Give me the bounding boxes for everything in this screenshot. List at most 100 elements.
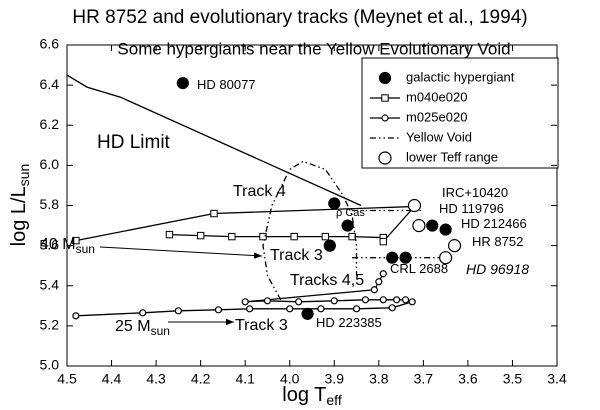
x-tick-label: 3.4	[547, 371, 567, 387]
point	[408, 298, 416, 306]
x-tick-label: 3.5	[503, 371, 523, 387]
y-tick-label: 5.8	[40, 196, 60, 212]
point	[246, 305, 254, 313]
y-tick-label: 6.0	[40, 156, 60, 172]
annotation-text: Track 3	[270, 247, 323, 264]
point	[407, 198, 422, 213]
y-axis-label-main: log L/L	[8, 186, 30, 246]
legend-label: galactic hypergiant	[406, 69, 515, 84]
x-tick-label: 4.2	[191, 371, 211, 387]
annotation-text: HD 80077	[197, 77, 256, 92]
point	[379, 270, 387, 278]
point	[72, 312, 80, 320]
annotation-sub: sun	[76, 242, 95, 256]
x-tick-label: 4.0	[280, 371, 300, 387]
annotation-sub: sun	[151, 324, 170, 338]
annotation-text: IRC+10420	[442, 185, 508, 200]
arrow	[99, 246, 263, 259]
x-tick-label: 4.3	[146, 371, 166, 387]
point	[379, 296, 387, 304]
point	[72, 236, 80, 245]
point	[379, 237, 387, 246]
legend-box	[361, 57, 559, 169]
y-tick-label: 6.6	[40, 36, 60, 52]
annotation-text: HD 119796	[439, 201, 504, 216]
x-tick-label: 4.4	[102, 371, 122, 387]
point	[290, 232, 298, 241]
point	[139, 309, 147, 317]
annotation: HD Limit	[97, 132, 171, 153]
point	[375, 278, 383, 286]
x-tick-label: 3.6	[458, 371, 478, 387]
legend-label: m040e020	[406, 89, 467, 104]
point	[370, 286, 378, 294]
legend-marker	[378, 71, 392, 85]
annotation: HD 80077	[197, 77, 256, 92]
point	[286, 305, 294, 313]
y-tick-label: 5.0	[40, 357, 60, 373]
annotation: HR 8752	[472, 234, 523, 249]
point	[323, 239, 336, 252]
point	[330, 297, 338, 305]
point	[412, 218, 426, 233]
legend-marker	[381, 114, 389, 122]
point	[301, 307, 314, 320]
point	[210, 209, 218, 218]
x-tick-label: 4.5	[57, 371, 77, 387]
point	[439, 223, 452, 236]
annotation-text: 40 M	[40, 236, 76, 253]
x-axis-label-main: log T	[282, 384, 326, 406]
point	[426, 219, 439, 232]
point	[228, 232, 236, 241]
point	[352, 305, 361, 313]
annotation: Track 3	[235, 317, 288, 334]
y-axis-label: log L/Lsun	[8, 164, 31, 247]
annotation-text: HD 212466	[461, 216, 527, 231]
annotation: HD 223385	[316, 315, 382, 330]
point	[259, 232, 267, 241]
annotation: CRL 2688	[390, 261, 448, 276]
y-tick-label: 5.2	[40, 317, 60, 333]
annotation-text: 25 M	[115, 318, 151, 335]
annotation-text: Tracks 4,5	[290, 272, 364, 289]
track-line	[75, 205, 416, 244]
legend-label: m025e020	[406, 109, 467, 124]
point	[165, 230, 174, 239]
annotation-text: HD 96918	[466, 261, 529, 277]
legend-label: lower Teff range	[406, 149, 498, 164]
point	[361, 296, 370, 304]
annotation: 25 Msun	[115, 318, 170, 338]
annotation: 40 Msun	[40, 236, 95, 256]
point	[295, 298, 303, 306]
legend-marker	[378, 151, 392, 165]
point	[388, 304, 396, 312]
y-tick-label: 6.4	[40, 76, 60, 92]
point	[317, 305, 325, 313]
y-axis-label-sub: sun	[16, 164, 32, 187]
annotation: HD 119796	[439, 201, 504, 216]
annotation: IRC+10420	[442, 185, 508, 200]
point	[439, 251, 453, 265]
point	[393, 296, 401, 304]
annotation: HD 96918	[466, 261, 529, 277]
chart-subtitle: Some hypergiants near the Yellow Evoluti…	[117, 39, 510, 58]
annotation: Track 3	[270, 247, 323, 264]
legend-marker	[381, 94, 389, 102]
limit-line	[66, 74, 362, 207]
annotation-text: HD Limit	[97, 132, 171, 153]
y-tick-label: 5.6	[40, 236, 60, 252]
point	[341, 219, 354, 232]
y-tick-label: 5.4	[40, 276, 60, 292]
chart-title: HR 8752 and evolutionary tracks (Meynet …	[72, 7, 527, 28]
x-tick-label: 3.8	[369, 371, 389, 387]
annotation-text: HD 223385	[316, 315, 382, 330]
point	[196, 231, 205, 240]
point	[348, 232, 356, 241]
legend-label: Yellow Void	[406, 129, 472, 144]
annotation: Tracks 4,5	[290, 272, 364, 289]
point	[174, 307, 182, 315]
x-axis-label: log Teff	[282, 384, 342, 407]
annotation-text: HR 8752	[472, 234, 523, 249]
point	[263, 297, 272, 305]
